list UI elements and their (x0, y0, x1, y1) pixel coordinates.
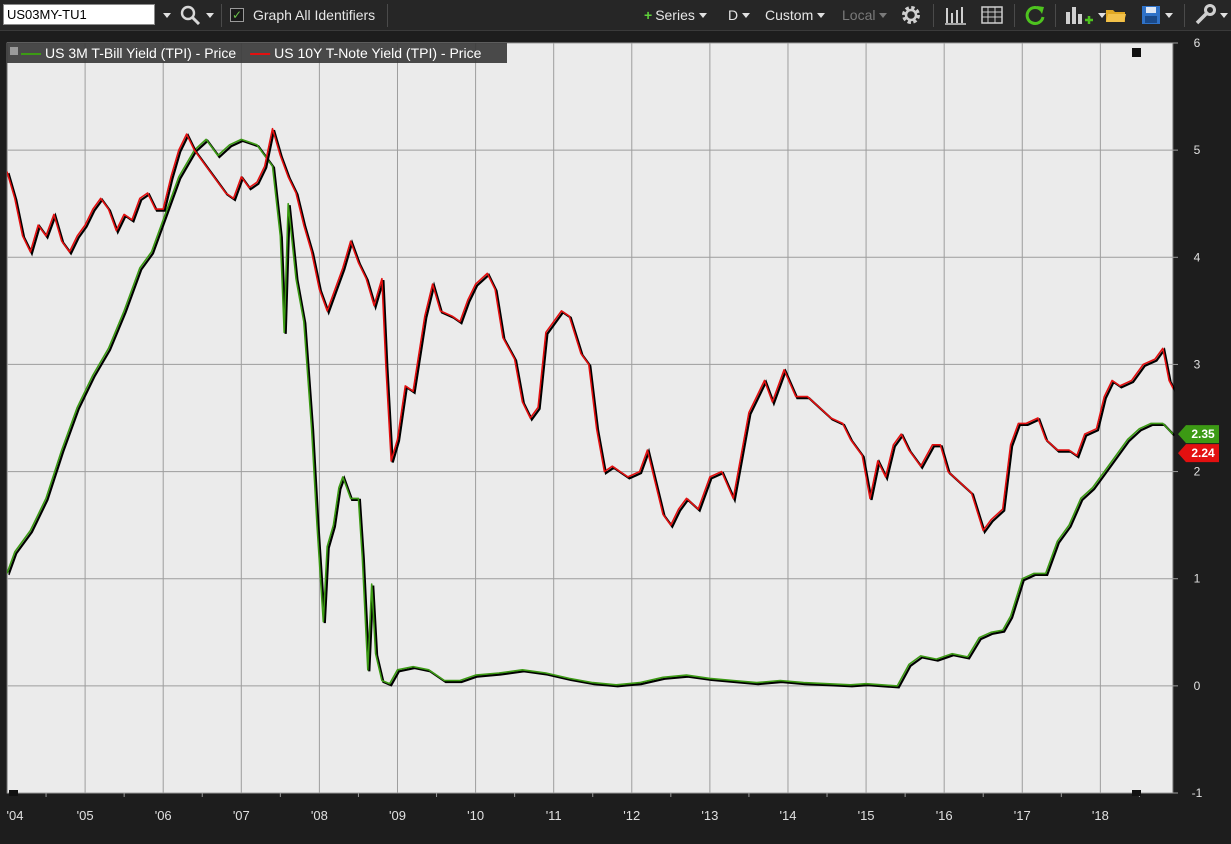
y-tick-label: -1 (1192, 786, 1203, 800)
chevron-down-icon (817, 12, 826, 18)
x-tick-label: '10 (467, 808, 484, 823)
chart-area[interactable]: -1 0 1 2 3 4 5 6 '04 '05 '06 '07 '08 '09 '10 '11 '12 '13 '… (0, 33, 1231, 839)
y-tick-label: 3 (1194, 357, 1201, 371)
last-value-tag-1 (1178, 444, 1219, 463)
y-tick-label: 6 (1194, 36, 1201, 50)
last-value-tag-0 (1178, 425, 1219, 444)
gear-icon (902, 6, 920, 24)
identifier-input[interactable]: US03MY-TU1 (3, 4, 155, 25)
checkbox-icon[interactable]: ✓ (230, 8, 244, 22)
x-tick-label: '05 (77, 808, 94, 823)
open-button[interactable] (1105, 0, 1127, 30)
toolbar-separator (933, 4, 934, 27)
x-tick-label: '17 (1014, 808, 1031, 823)
y-tick-label: 0 (1194, 679, 1201, 693)
plot-background (6, 42, 1174, 794)
series-line-0[interactable] (7, 138, 1173, 687)
chevron-down-icon (698, 12, 707, 18)
zoom-menu[interactable] (180, 0, 214, 30)
chevron-down-icon (742, 12, 751, 18)
chevron-down-icon (206, 12, 214, 18)
table-button[interactable] (981, 0, 1003, 30)
x-tick-label: '18 (1092, 808, 1109, 823)
y-tick-label: 2 (1194, 465, 1201, 479)
y-tick-label: 1 (1194, 572, 1201, 586)
x-tick-label: '11 (546, 808, 562, 823)
add-chart-icon (1066, 7, 1093, 24)
save-button[interactable] (1141, 0, 1173, 30)
handle-bottom-left[interactable] (9, 790, 18, 796)
local-menu[interactable]: Local (842, 0, 888, 30)
search-icon (180, 5, 201, 25)
tools-menu[interactable] (1194, 0, 1228, 30)
legend-label-1: US 10Y T-Note Yield (TPI) - Price (274, 45, 481, 61)
x-tick-label: '15 (858, 808, 875, 823)
series-menu[interactable]: + Series (644, 0, 707, 30)
settings-button[interactable] (899, 0, 923, 30)
local-label: Local (842, 7, 876, 23)
y-tick-label: 4 (1194, 250, 1201, 264)
save-icon (1142, 6, 1160, 24)
folder-icon (1106, 10, 1126, 22)
x-tick-label: '04 (7, 808, 24, 823)
wrench-icon (1195, 4, 1216, 25)
y-tick-label: 5 (1194, 143, 1201, 157)
identifier-dropdown[interactable] (159, 0, 171, 30)
handle-bottom-right[interactable] (1132, 790, 1141, 796)
bar-chart-icon (945, 7, 966, 25)
x-tick-label: '14 (780, 808, 797, 823)
chevron-down-icon (879, 12, 888, 18)
bar-chart-button[interactable] (944, 0, 968, 30)
yield-line-chart[interactable]: -1 0 1 2 3 4 5 6 '04 '05 '06 '07 '08 '09 '10 '11 '12 '13 '… (0, 33, 1231, 839)
toolbar-separator (387, 4, 388, 27)
toolbar-separator (1055, 4, 1056, 27)
last-value-label-0: 2.35 (1191, 427, 1215, 441)
x-tick-label: '16 (936, 808, 953, 823)
toolbar: US03MY-TU1 ✓ Graph All Identifiers + Ser… (0, 0, 1231, 31)
table-icon (981, 6, 1003, 24)
graph-all-label: Graph All Identifiers (253, 7, 376, 23)
x-tick-label: '12 (623, 808, 640, 823)
handle-top-right[interactable] (1132, 48, 1141, 57)
x-tick-label: '08 (311, 808, 328, 823)
add-chart-button[interactable] (1064, 0, 1106, 30)
period-menu[interactable]: D (728, 0, 751, 30)
toolbar-separator (1014, 4, 1015, 27)
x-tick-label: '13 (701, 808, 718, 823)
series-label: Series (655, 7, 695, 23)
toolbar-separator (221, 4, 222, 27)
refresh-icon (1025, 5, 1045, 25)
custom-label: Custom (765, 7, 814, 23)
legend-label-0: US 3M T-Bill Yield (TPI) - Price (45, 45, 236, 61)
plus-icon: + (644, 7, 653, 23)
x-tick-label: '09 (389, 808, 406, 823)
graph-all-toggle[interactable]: ✓ Graph All Identifiers (230, 0, 375, 30)
last-value-label-1: 2.24 (1191, 446, 1215, 460)
x-tick-label: '06 (155, 808, 172, 823)
chevron-down-icon (163, 12, 171, 18)
chevron-down-icon (1098, 12, 1106, 18)
period-label: D (728, 7, 739, 23)
custom-menu[interactable]: Custom (765, 0, 826, 30)
toolbar-separator (1184, 4, 1185, 27)
x-tick-label: '07 (233, 808, 250, 823)
series-line-1[interactable] (7, 127, 1198, 532)
legend-toggle-icon[interactable] (10, 47, 18, 55)
refresh-button[interactable] (1024, 0, 1046, 30)
chevron-down-icon (1220, 12, 1228, 18)
chevron-down-icon (1165, 12, 1173, 18)
